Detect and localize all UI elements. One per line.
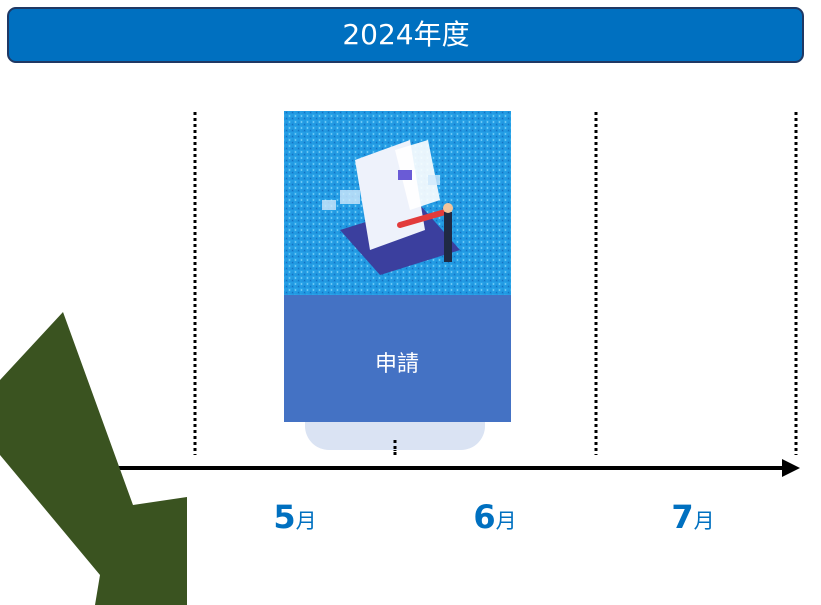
page: {"header": {"title": "2024年度"}, "step": … — [0, 0, 821, 605]
timeline-arrowhead — [782, 459, 800, 477]
month-unit: 月 — [296, 509, 317, 533]
month-number: 5 — [273, 498, 295, 536]
month-label: 5月 — [273, 498, 316, 536]
step-label: 申請 — [375, 352, 419, 377]
step-illustration — [284, 111, 511, 295]
month-label: 7月 — [671, 498, 714, 536]
month-label: 6月 — [473, 498, 516, 536]
month-unit: 月 — [496, 509, 517, 533]
month-number: 7 — [671, 498, 693, 536]
month-number: 6 — [473, 498, 495, 536]
month-unit: 月 — [694, 509, 715, 533]
timeline-diagram: 2024年度 申請 5月6月7月 — [0, 0, 821, 605]
decorative-arrow — [0, 312, 187, 605]
header-title: 2024年度 — [342, 18, 469, 51]
